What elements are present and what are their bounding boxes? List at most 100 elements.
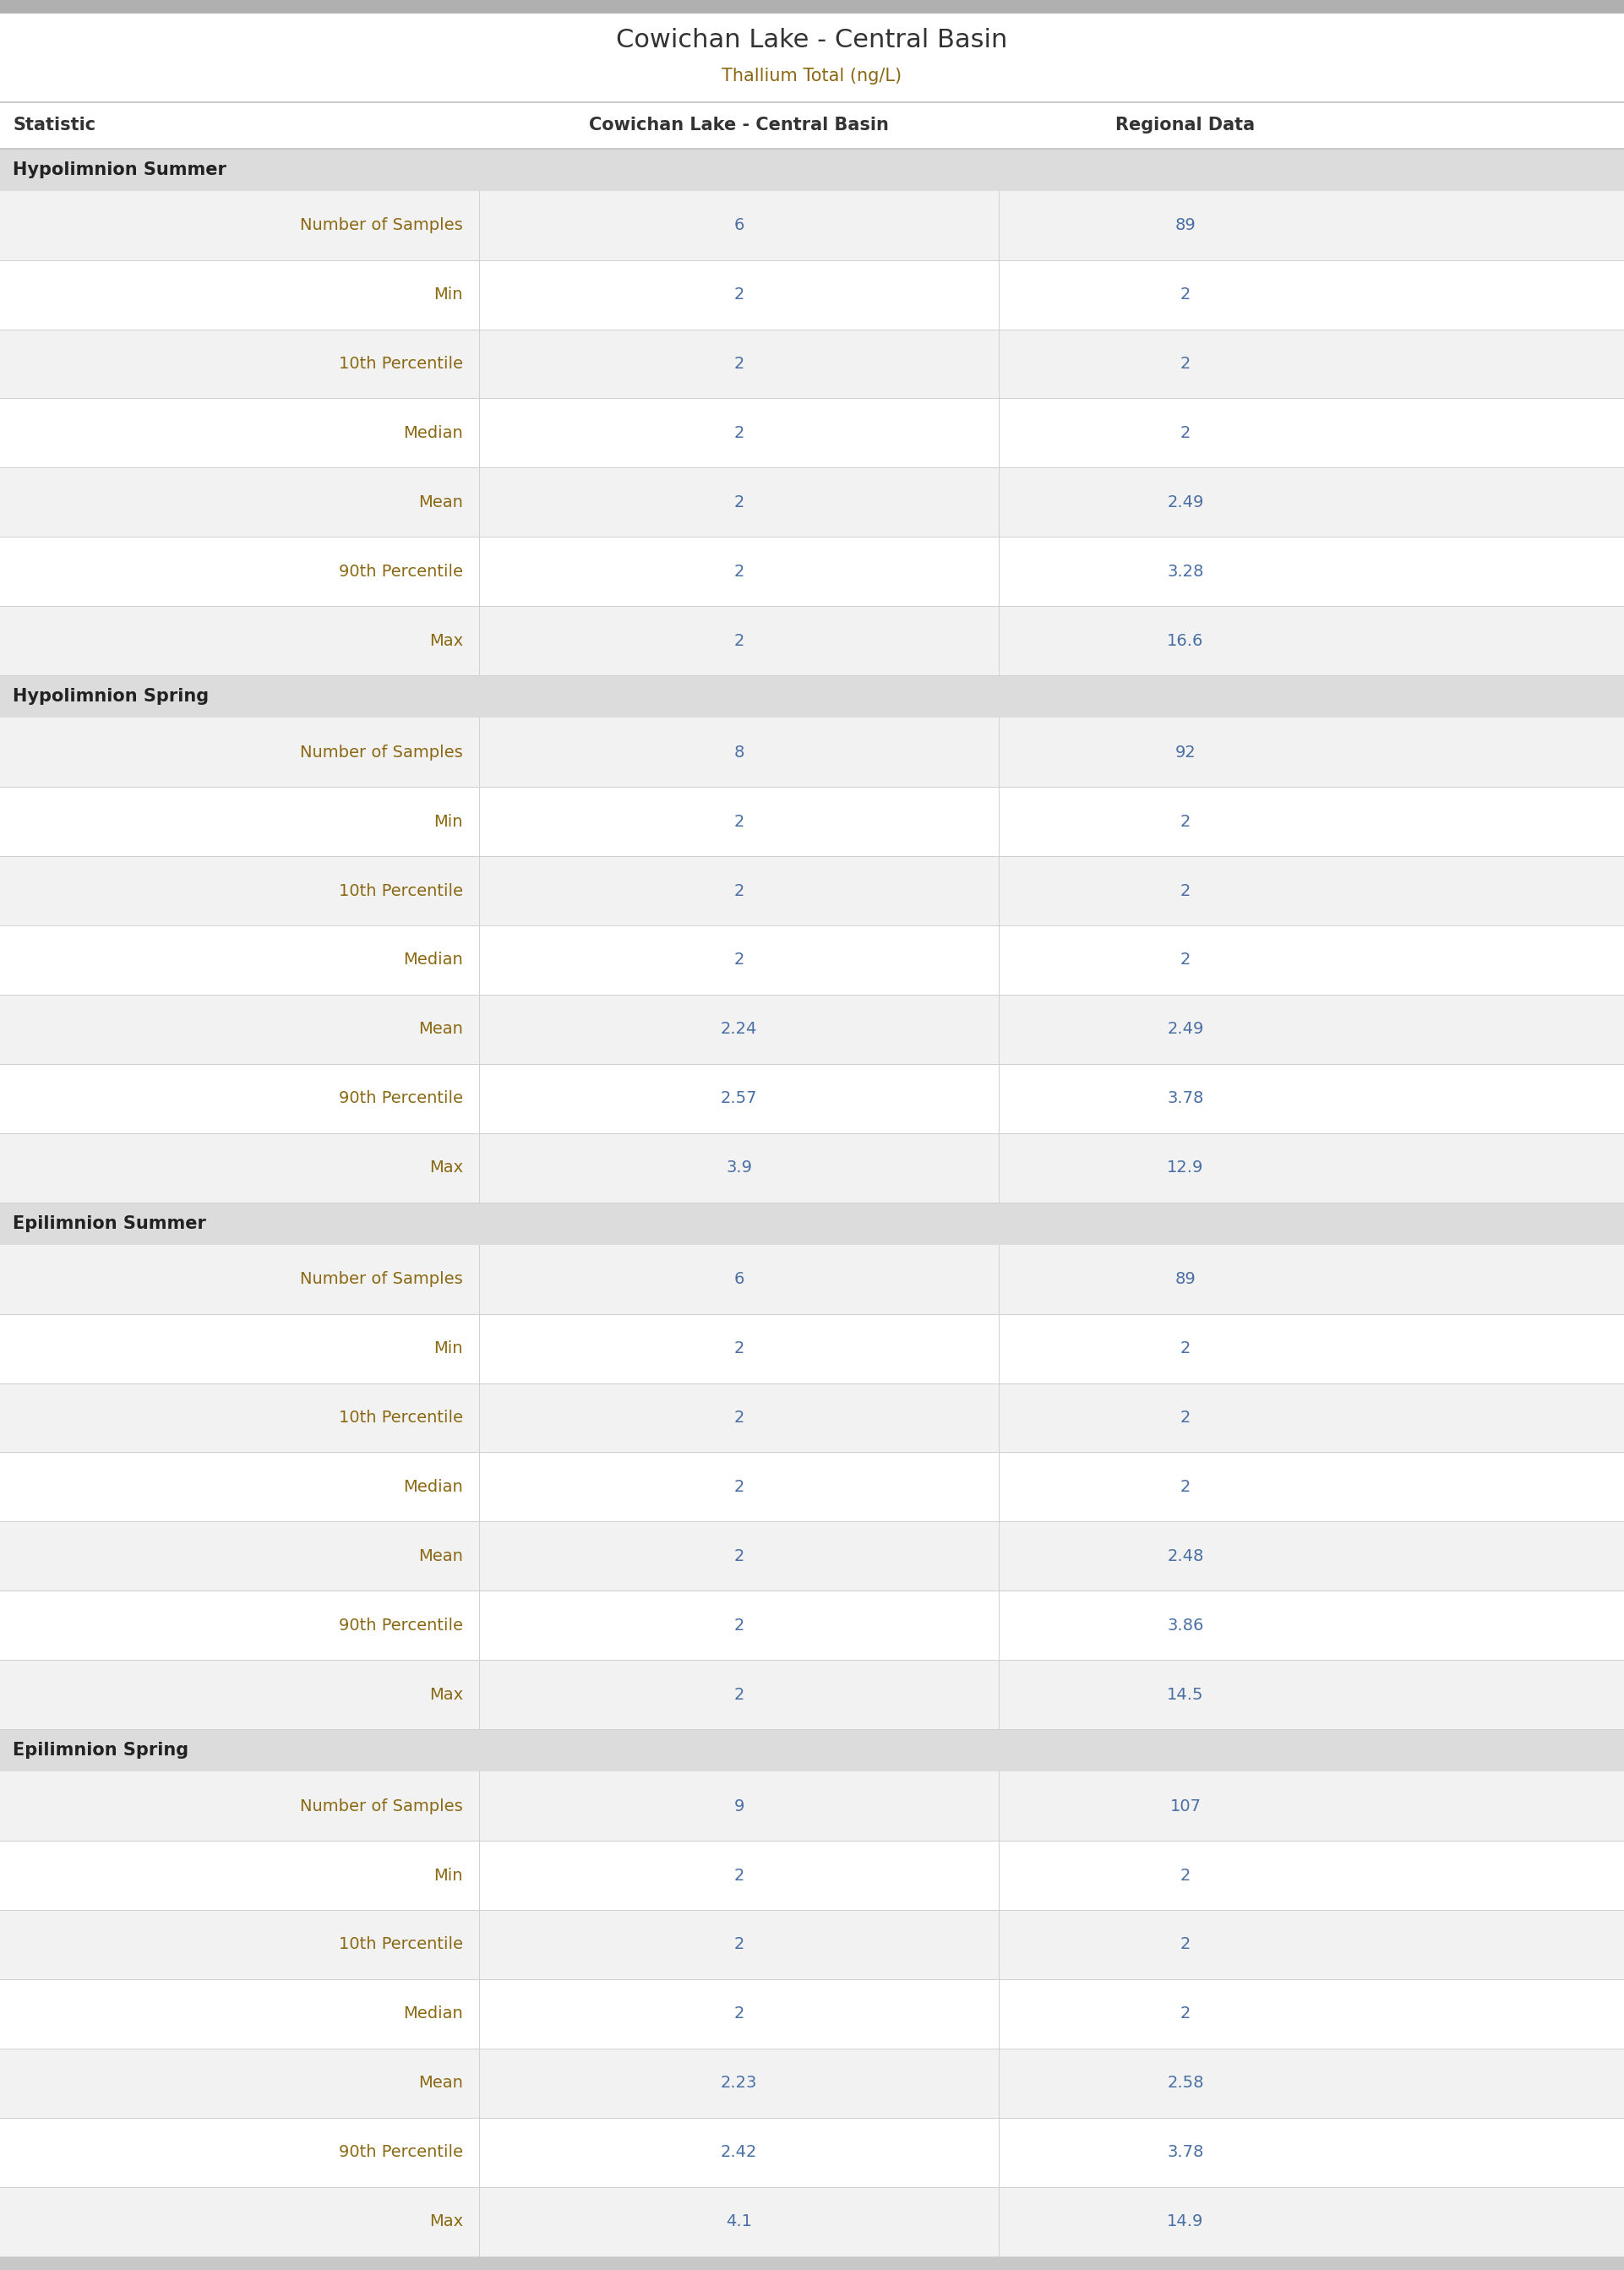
Text: 92: 92	[1176, 745, 1195, 760]
Bar	[0, 1133, 1624, 1203]
Bar	[0, 1979, 1624, 2048]
Text: Min: Min	[434, 813, 463, 829]
Text: Number of Samples: Number of Samples	[300, 1798, 463, 1814]
Text: 2: 2	[1181, 286, 1190, 302]
Bar	[0, 676, 1624, 717]
Bar	[0, 261, 1624, 329]
Bar	[0, 926, 1624, 994]
Bar	[0, 1521, 1624, 1591]
Text: Max: Max	[429, 1160, 463, 1176]
Text: Statistic: Statistic	[13, 118, 96, 134]
Text: Epilimnion Spring: Epilimnion Spring	[13, 1741, 188, 1759]
Text: 6: 6	[734, 218, 744, 234]
Text: Mean: Mean	[417, 2075, 463, 2091]
Bar	[0, 148, 1624, 191]
Text: 2: 2	[734, 356, 744, 372]
Text: 2: 2	[734, 1687, 744, 1702]
Text: 2: 2	[734, 633, 744, 649]
Bar	[0, 1591, 1624, 1659]
Text: 2: 2	[1181, 424, 1190, 440]
Text: 2.24: 2.24	[721, 1022, 757, 1037]
Text: 2: 2	[734, 1868, 744, 1884]
Text: Regional Data: Regional Data	[1116, 118, 1255, 134]
Text: 2: 2	[1181, 1410, 1190, 1426]
Bar	[0, 2186, 1624, 2256]
Text: 90th Percentile: 90th Percentile	[339, 1616, 463, 1634]
Text: Hypolimnion Spring: Hypolimnion Spring	[13, 688, 209, 706]
Bar	[0, 102, 1624, 148]
Bar	[0, 468, 1624, 538]
Text: Hypolimnion Summer: Hypolimnion Summer	[13, 161, 227, 177]
Bar	[0, 788, 1624, 856]
Text: 2: 2	[734, 883, 744, 899]
Text: 10th Percentile: 10th Percentile	[339, 356, 463, 372]
Text: Median: Median	[403, 951, 463, 967]
Text: 3.86: 3.86	[1168, 1616, 1203, 1634]
Text: Min: Min	[434, 1868, 463, 1884]
Text: 3.78: 3.78	[1168, 1090, 1203, 1105]
Text: 14.5: 14.5	[1168, 1687, 1203, 1702]
Bar	[0, 1314, 1624, 1382]
Text: 16.6: 16.6	[1168, 633, 1203, 649]
Text: 2.49: 2.49	[1168, 1022, 1203, 1037]
Text: Median: Median	[403, 424, 463, 440]
Bar	[0, 191, 1624, 261]
Text: 89: 89	[1176, 1271, 1195, 1287]
Text: Max: Max	[429, 1687, 463, 1702]
Text: 2: 2	[734, 1616, 744, 1634]
Text: 2: 2	[734, 2007, 744, 2023]
Text: 4.1: 4.1	[726, 2213, 752, 2229]
Text: 8: 8	[734, 745, 744, 760]
Bar	[0, 1841, 1624, 1909]
Text: 2.49: 2.49	[1168, 495, 1203, 511]
Text: 2: 2	[734, 951, 744, 967]
Text: 2.58: 2.58	[1168, 2075, 1203, 2091]
Text: 2: 2	[734, 1339, 744, 1357]
Text: 2: 2	[734, 1410, 744, 1426]
Bar	[0, 329, 1624, 400]
Bar	[0, 2048, 1624, 2118]
Bar	[0, 606, 1624, 676]
Text: 2: 2	[1181, 1936, 1190, 1952]
Text: 2: 2	[1181, 813, 1190, 829]
Text: 2: 2	[734, 424, 744, 440]
Bar	[0, 1659, 1624, 1730]
Text: Min: Min	[434, 1339, 463, 1357]
Bar	[0, 0, 1624, 14]
Text: Max: Max	[429, 633, 463, 649]
Text: 2: 2	[1181, 356, 1190, 372]
Text: 3.78: 3.78	[1168, 2145, 1203, 2161]
Text: Min: Min	[434, 286, 463, 302]
Text: 2.23: 2.23	[721, 2075, 757, 2091]
Text: 2: 2	[734, 286, 744, 302]
Bar	[0, 14, 1624, 102]
Text: Median: Median	[403, 1478, 463, 1496]
Text: 2: 2	[734, 1936, 744, 1952]
Text: 10th Percentile: 10th Percentile	[339, 883, 463, 899]
Text: Number of Samples: Number of Samples	[300, 745, 463, 760]
Text: Max: Max	[429, 2213, 463, 2229]
Text: Median: Median	[403, 2007, 463, 2023]
Text: 12.9: 12.9	[1168, 1160, 1203, 1176]
Text: 2: 2	[734, 563, 744, 579]
Text: 90th Percentile: 90th Percentile	[339, 2145, 463, 2161]
Text: Number of Samples: Number of Samples	[300, 1271, 463, 1287]
Bar	[0, 994, 1624, 1065]
Text: 6: 6	[734, 1271, 744, 1287]
Bar	[0, 1244, 1624, 1314]
Bar	[0, 1730, 1624, 1771]
Bar	[0, 1453, 1624, 1521]
Text: 2.48: 2.48	[1168, 1548, 1203, 1564]
Bar	[0, 1203, 1624, 1244]
Text: 2: 2	[1181, 883, 1190, 899]
Text: 10th Percentile: 10th Percentile	[339, 1410, 463, 1426]
Bar	[0, 717, 1624, 788]
Text: 2: 2	[1181, 951, 1190, 967]
Text: 14.9: 14.9	[1168, 2213, 1203, 2229]
Text: Cowichan Lake - Central Basin: Cowichan Lake - Central Basin	[590, 118, 888, 134]
Text: 107: 107	[1169, 1798, 1202, 1814]
Text: Number of Samples: Number of Samples	[300, 218, 463, 234]
Text: 90th Percentile: 90th Percentile	[339, 563, 463, 579]
Text: 9: 9	[734, 1798, 744, 1814]
Text: Mean: Mean	[417, 1022, 463, 1037]
